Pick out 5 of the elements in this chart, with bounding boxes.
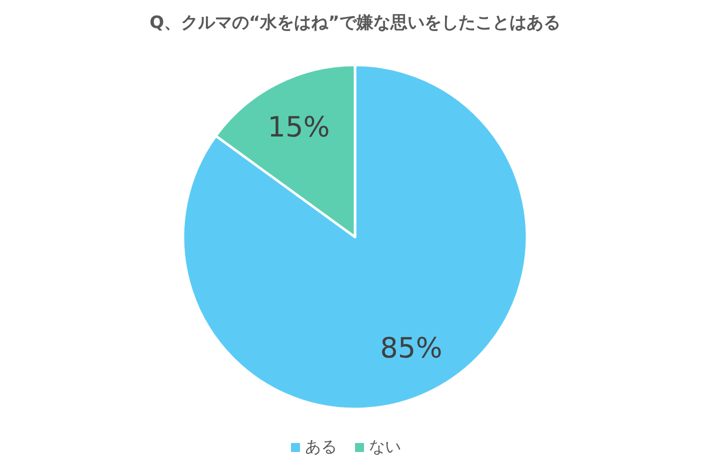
chart-title: Q、クルマの“水をはね”で嫌な思いをしたことはある bbox=[150, 13, 560, 33]
legend-label: ない bbox=[369, 437, 401, 456]
data-label: 15% bbox=[268, 110, 330, 144]
legend-label: ある bbox=[305, 437, 337, 456]
data-label: 85% bbox=[380, 331, 442, 364]
